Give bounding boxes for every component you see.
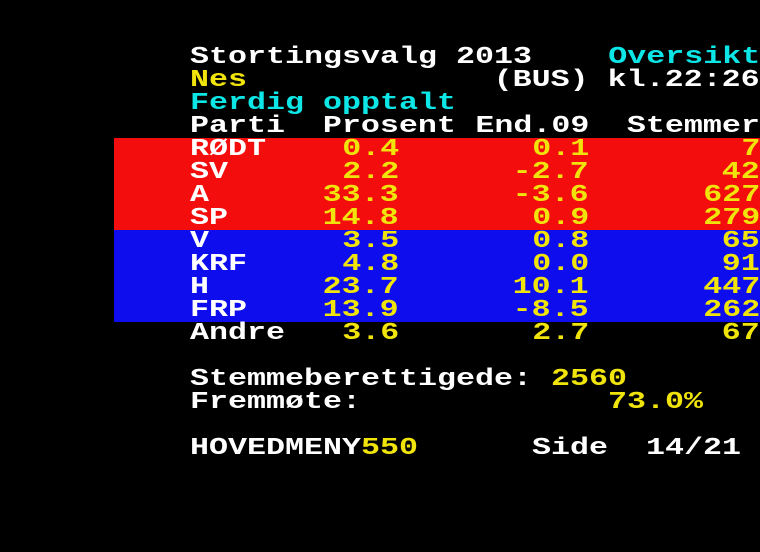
change-cell: 10.1 (513, 274, 589, 301)
eligible-voters-value: 2560 (551, 366, 627, 393)
party-name-cell: A (190, 182, 210, 209)
change-cell: 0.9 (531, 205, 589, 232)
turnout-value: 73.0% (608, 389, 703, 416)
title-line: Stortingsvalg 2013 Oversikt (0, 44, 760, 71)
count-status: Ferdig opptalt (190, 90, 456, 117)
blue-bloc-band (114, 230, 760, 322)
percent-cell: 13.9 (323, 297, 399, 324)
party-name-cell: SP (190, 205, 229, 232)
percent-cell: 23.7 (323, 274, 399, 301)
eligible-voters-label: Stemmeberettigede: (190, 366, 532, 393)
column-header-change: End.09 (475, 113, 589, 140)
party-name-cell: H (190, 274, 210, 301)
change-cell: 0.1 (531, 136, 589, 163)
change-cell: 0.8 (531, 228, 589, 255)
location-line: Nes (BUS) kl.22:26 (0, 67, 760, 94)
code-and-clock: (BUS) kl.22:26 (494, 67, 760, 94)
page-indicator-label: Side (532, 435, 608, 462)
percent-cell: 14.8 (323, 205, 399, 232)
page-indicator-number: 14/21 (646, 435, 741, 462)
status-line: Ferdig opptalt (0, 90, 760, 117)
table-header-row: Parti Prosent End.09 Stemmer (0, 113, 760, 140)
party-name-cell: Andre (190, 320, 285, 347)
percent-cell: 2.2 (341, 159, 399, 186)
main-menu-label: HOVEDMENY (190, 435, 361, 462)
votes-cell: 627 (702, 182, 760, 209)
percent-cell: 4.8 (341, 251, 399, 278)
party-name-cell: KRF (190, 251, 248, 278)
votes-cell: 262 (702, 297, 760, 324)
votes-cell: 7 (740, 136, 760, 163)
change-cell: -3.6 (513, 182, 589, 209)
table-row: FRP 13.9 -8.5 262 (0, 297, 760, 324)
votes-cell: 42 (721, 159, 760, 186)
municipality-name: Nes (190, 67, 248, 94)
votes-cell: 279 (702, 205, 760, 232)
percent-cell: 3.5 (341, 228, 399, 255)
main-menu-page-link[interactable]: 550 (361, 435, 419, 462)
party-name-cell: FRP (190, 297, 248, 324)
votes-cell: 67 (721, 320, 760, 347)
change-cell: 2.7 (531, 320, 589, 347)
column-header-percent: Prosent (323, 113, 456, 140)
votes-cell: 65 (721, 228, 760, 255)
table-row: KRF 4.8 0.0 91 (0, 251, 760, 278)
party-name-cell: RØDT (190, 136, 266, 163)
party-name-cell: SV (190, 159, 229, 186)
view-label: Oversikt (608, 44, 760, 71)
change-cell: 0.0 (531, 251, 589, 278)
table-row: SP 14.8 0.9 279 (0, 205, 760, 232)
page-title: Stortingsvalg 2013 (190, 44, 532, 71)
table-row: H 23.7 10.1 447 (0, 274, 760, 301)
table-row: V 3.5 0.8 65 (0, 228, 760, 255)
turnout-line: Fremmøte: 73.0% (0, 389, 760, 416)
turnout-label: Fremmøte: (190, 389, 361, 416)
votes-cell: 91 (721, 251, 760, 278)
percent-cell: 3.6 (341, 320, 399, 347)
red-bloc-band (114, 138, 760, 230)
footer-line: HOVEDMENY 550 Side 14/21 (0, 435, 760, 462)
votes-cell: 447 (702, 274, 760, 301)
column-header-votes: Stemmer (627, 113, 760, 140)
change-cell: -8.5 (513, 297, 589, 324)
percent-cell: 33.3 (323, 182, 399, 209)
table-row: RØDT 0.4 0.1 7 (0, 136, 760, 163)
eligible-voters-line: Stemmeberettigede: 2560 (0, 366, 760, 393)
percent-cell: 0.4 (341, 136, 399, 163)
table-row: Andre 3.6 2.7 67 (0, 320, 760, 347)
change-cell: -2.7 (513, 159, 589, 186)
table-row: SV 2.2 -2.7 42 (0, 159, 760, 186)
table-row: A 33.3 -3.6 627 (0, 182, 760, 209)
column-header-party: Parti (190, 113, 285, 140)
party-name-cell: V (190, 228, 210, 255)
